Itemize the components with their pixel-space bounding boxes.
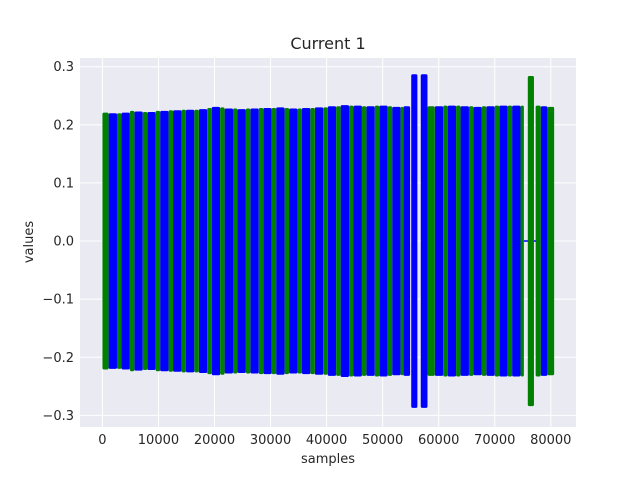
series-1-burst [540,106,548,376]
series-2-burst [297,108,302,374]
y-tick-label: −0.1 [42,293,74,308]
series-2-burst [168,110,174,372]
series-2-burst [233,108,238,374]
series-2-burst [194,109,199,373]
series-1-burst [289,108,298,374]
series-2-burst [155,110,161,372]
series-2-burst [102,112,109,370]
series-2-burst [271,107,277,375]
series-1-burst [379,105,388,377]
x-tick-label: 60000 [418,433,459,448]
series-1-burst [108,113,117,369]
x-tick-label: 30000 [250,433,291,448]
series-1-burst [134,111,143,371]
series-2-burst [481,106,487,376]
series-1-burst [263,107,272,375]
series-1-burst [473,106,482,376]
series-2-burst [142,112,148,371]
x-tick-label: 0 [98,433,106,448]
series-2-burst [507,105,513,377]
series-1-burst [314,107,324,375]
series-1-burst [211,106,221,376]
series-1-burst [447,105,457,377]
series-1-burst [185,109,195,373]
series-1-burst [460,106,469,376]
y-tick-label: 0.2 [53,118,74,133]
x-tick-label: 70000 [474,433,515,448]
series-1-burst [434,106,444,376]
series-2-burst [129,110,135,372]
series-1-burst [301,107,311,375]
y-axis-label: values [22,221,37,264]
series-2-burst [349,105,354,377]
x-axis-label: samples [301,452,355,467]
y-tick-label: −0.2 [42,351,74,366]
y-tick-label: 0.0 [53,235,74,250]
series-2-burst [284,107,290,375]
y-tick-label: 0.1 [53,176,74,191]
series-1-burst [276,107,285,375]
series-2-burst [258,107,264,375]
series-1-burst [173,110,182,372]
x-tick-label: 40000 [306,433,347,448]
data-layer [102,74,555,408]
series-2-burst [547,106,555,376]
series-2-burst [468,106,474,376]
series-2-burst [400,106,404,376]
series-1-burst [366,106,375,376]
series-2-burst [361,106,367,376]
series-2-burst [245,108,251,374]
y-axis-ticks: −0.3 −0.2 −0.1 0.0 0.1 0.2 0.3 [42,60,74,424]
series-2-burst [220,107,225,375]
series-1-burst [147,112,156,371]
series-1-burst [486,106,495,376]
series-1-burst [160,110,169,372]
series-2-burst [181,109,186,373]
series-1-burst [224,108,234,374]
series-2-burst [494,105,500,377]
series-2-burst [535,105,541,377]
series-2-burst [336,106,341,376]
series-1-burst [250,108,259,374]
series-2-burst [520,105,524,377]
series-1-burst [420,74,428,408]
series-1-burst [121,112,130,370]
y-tick-label: −0.3 [42,409,74,424]
series-1-burst [237,109,246,373]
series-1-burst [499,105,508,377]
series-1-burst [198,109,208,373]
series-2-burst [323,107,328,375]
series-1-burst [411,74,418,408]
series-2-burst [116,113,122,369]
series-2-burst [443,105,448,377]
series-1-burst [392,106,401,376]
series-2-burst [310,107,315,375]
x-tick-label: 20000 [194,433,235,448]
x-tick-label: 80000 [530,433,571,448]
series-2-burst [456,105,461,377]
series-2-burst [374,105,380,377]
series-1-burst [327,106,337,376]
series-1-burst [512,105,521,377]
chart-title: Current 1 [290,34,365,53]
x-tick-label: 10000 [138,433,179,448]
series-1-burst [340,105,350,378]
series-2-burst [387,106,393,376]
series-2-burst [527,76,534,407]
x-axis-ticks: 0 10000 20000 30000 40000 50000 60000 70000 8000… [98,433,571,448]
series-2-burst [207,107,212,375]
series-2-burst [427,106,435,376]
x-tick-label: 50000 [362,433,403,448]
series-1-burst [403,106,411,376]
series-1-burst [353,105,362,377]
y-tick-label: 0.3 [53,60,74,75]
